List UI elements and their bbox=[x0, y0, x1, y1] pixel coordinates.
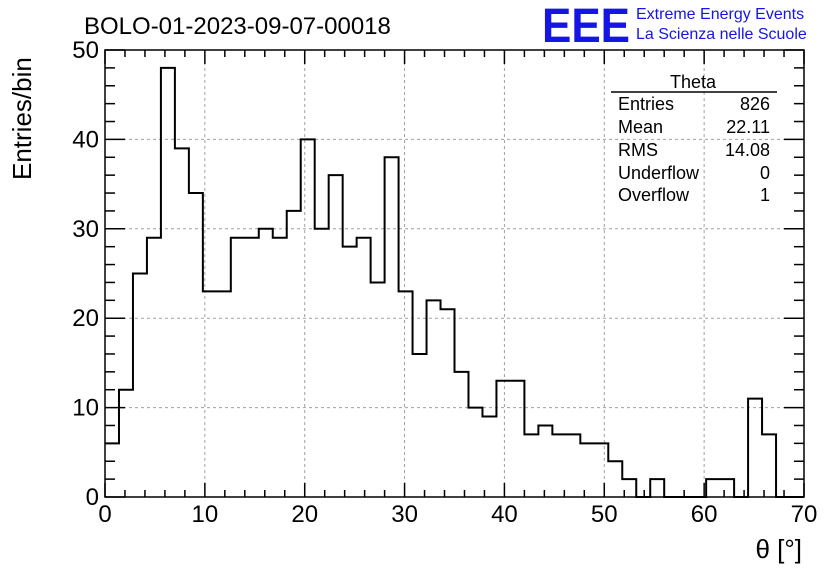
y-tick-label-4: 40 bbox=[72, 126, 99, 153]
x-tick-label-1: 10 bbox=[192, 501, 219, 528]
x-axis-label: θ [°] bbox=[755, 534, 802, 564]
histogram-series bbox=[105, 66, 804, 498]
x-tick-label-0: 0 bbox=[98, 501, 111, 528]
y-tick-label-1: 10 bbox=[72, 395, 99, 422]
stats-title: Theta bbox=[670, 72, 717, 92]
axis-ticks bbox=[104, 49, 805, 498]
plot-frame bbox=[104, 49, 805, 498]
chart-title: BOLO-01-2023-09-07-00018 bbox=[84, 13, 391, 40]
stats-label-entries: Entries bbox=[618, 94, 674, 114]
y-axis-label: Entries/bin bbox=[7, 57, 37, 180]
x-tick-label-2: 20 bbox=[291, 501, 318, 528]
stats-value-entries: 826 bbox=[740, 94, 770, 114]
eee-logo: EEE Extreme Energy Events La Scienza nel… bbox=[542, 0, 807, 53]
grid-lines bbox=[105, 50, 804, 497]
logo-line-2: La Scienza nelle Scuole bbox=[636, 26, 807, 43]
x-tick-label-4: 40 bbox=[491, 501, 518, 528]
eee-logo-mark: EEE bbox=[542, 0, 630, 53]
x-tick-label-5: 50 bbox=[591, 501, 618, 528]
y-tick-label-2: 20 bbox=[72, 305, 99, 332]
x-tick-label-6: 60 bbox=[691, 501, 718, 528]
y-tick-labels: 0 10 20 30 40 50 bbox=[72, 37, 99, 511]
stats-label-overflow: Overflow bbox=[618, 185, 690, 205]
y-tick-label-0: 0 bbox=[86, 484, 99, 511]
stats-value-rms: 14.08 bbox=[725, 140, 770, 160]
stats-label-mean: Mean bbox=[618, 117, 663, 137]
logo-line-1: Extreme Energy Events bbox=[636, 6, 804, 23]
y-tick-label-3: 30 bbox=[72, 216, 99, 243]
stats-label-underflow: Underflow bbox=[618, 163, 700, 183]
x-tick-labels: 0 10 20 30 40 50 60 70 bbox=[98, 501, 817, 528]
stats-box: Theta Entries 826 Mean 22.11 RMS 14.08 U… bbox=[611, 72, 777, 205]
stats-value-underflow: 0 bbox=[760, 163, 770, 183]
y-tick-label-5: 50 bbox=[72, 37, 99, 64]
x-tick-label-7: 70 bbox=[791, 501, 818, 528]
stats-label-rms: RMS bbox=[618, 140, 658, 160]
x-tick-label-3: 30 bbox=[391, 501, 418, 528]
stats-value-overflow: 1 bbox=[760, 185, 770, 205]
stats-value-mean: 22.11 bbox=[726, 117, 770, 137]
